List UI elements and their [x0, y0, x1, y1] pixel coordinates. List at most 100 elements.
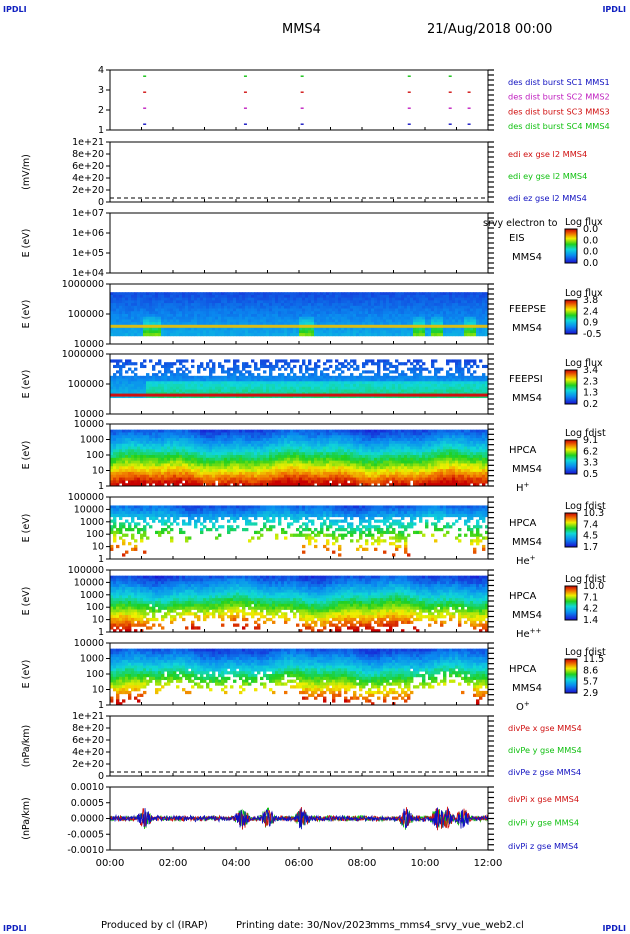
feepse-cell	[353, 327, 357, 331]
feepse-cell	[155, 311, 159, 315]
feepse-cell	[128, 319, 132, 323]
feepse-cell	[182, 303, 186, 307]
hpca_h-cell	[131, 474, 135, 478]
feepsi-cell	[434, 384, 438, 388]
feepse-cell	[281, 327, 285, 331]
hpca_h-cell	[113, 474, 117, 478]
feepsi-cell	[176, 384, 180, 388]
feepse-cell	[248, 327, 252, 331]
feepsi-cell	[377, 386, 381, 390]
feepsi-cell	[362, 381, 366, 385]
hpca_h-cell	[260, 457, 264, 462]
feepsi-cell	[419, 389, 423, 393]
hpca_h-cell	[257, 440, 261, 445]
feepse-cell	[317, 292, 321, 296]
hpca_h-cell	[146, 452, 150, 456]
feepse-cbar-title: Log flux	[565, 288, 603, 299]
hpca_h-cell	[296, 432, 300, 436]
feepsi-cell	[425, 367, 429, 371]
feepse-cell	[188, 311, 192, 315]
hpca_h-cell	[233, 466, 237, 470]
hpca_h-cell	[125, 469, 129, 473]
feepse-cell	[242, 303, 246, 307]
feepsi-cell	[440, 378, 444, 382]
feepsi-cell	[233, 375, 237, 379]
feepse-cell	[170, 303, 174, 307]
hpca_h-cell	[296, 440, 300, 445]
feepse-cell	[155, 314, 159, 318]
feepsi-cell	[305, 378, 309, 382]
feepse-cell	[473, 294, 477, 299]
feepse-cell	[332, 314, 336, 318]
feepse-cell	[467, 314, 471, 318]
feepsi-cell	[476, 364, 480, 369]
feepsi-cell	[350, 359, 354, 363]
feepse-cell	[362, 330, 366, 334]
feepse-cell	[182, 322, 186, 326]
hpca_h-cell	[224, 463, 228, 467]
feepsi-cell	[383, 359, 387, 363]
feepse-cell	[371, 330, 375, 334]
hpca_h-cell	[164, 469, 168, 473]
feepse-cell	[239, 316, 243, 320]
feepse-cell	[236, 327, 240, 331]
feepsi-cell	[290, 386, 294, 390]
feepse-cell	[365, 292, 369, 296]
feepsi-cell	[308, 362, 312, 366]
hpca_h-cell	[287, 469, 291, 473]
feepse-cell	[272, 314, 276, 318]
hpca_h-cell	[209, 471, 213, 476]
feepsi-cell	[383, 364, 387, 369]
feepse-cell	[146, 311, 150, 315]
feepse-cell	[194, 319, 198, 323]
feepsi-cell	[140, 362, 144, 366]
feepse-cell	[197, 314, 201, 318]
feepse-cell	[125, 292, 129, 296]
feepse-cell	[413, 297, 417, 301]
hpca_h-cell	[119, 460, 123, 464]
feepsi-cell	[473, 384, 477, 388]
feepsi-cell	[416, 362, 420, 366]
feepse-cell	[329, 319, 333, 323]
feepsi-cell	[449, 378, 453, 382]
hpca_h-cell	[209, 457, 213, 462]
feepse-cell	[341, 330, 345, 334]
hpca_h-cell	[281, 480, 285, 484]
feepsi-cell	[365, 370, 369, 374]
hpca_h-cell	[266, 471, 270, 476]
feepse-cell	[386, 316, 390, 320]
feepse-cell	[386, 327, 390, 331]
hpca_h-cell	[119, 443, 123, 447]
feepse-cell	[128, 316, 132, 320]
feepse-cell	[257, 300, 261, 304]
feepse-cell	[440, 316, 444, 320]
hpca_h-cell	[281, 438, 285, 442]
feepse-cell	[362, 319, 366, 323]
feepsi-cell	[116, 381, 120, 385]
feepsi-cell	[248, 384, 252, 388]
feepse-cell	[425, 294, 429, 299]
hpca_h-cell	[266, 466, 270, 470]
feepse-cell	[407, 314, 411, 318]
feepse-cell	[116, 322, 120, 326]
feepsi-cell	[143, 389, 147, 393]
feepse-cell	[134, 330, 138, 334]
feepsi-cell	[458, 389, 462, 393]
feepsi-cell	[287, 362, 291, 366]
feepsi-cell	[347, 389, 351, 393]
feepsi-cell	[245, 381, 249, 385]
feepsi-cell	[362, 386, 366, 390]
hpca_h-cell	[185, 477, 189, 481]
feepse-cell	[164, 333, 168, 337]
feepse-cell	[176, 300, 180, 304]
feepsi-cell	[317, 359, 321, 363]
hpca_h-cell	[185, 438, 189, 442]
hpca_h-cell	[260, 440, 264, 445]
feepsi-cell	[122, 384, 126, 388]
hpca_h-cell	[257, 452, 261, 456]
feepsi-cell	[350, 378, 354, 382]
feepse-cell	[137, 330, 141, 334]
feepse-cell	[344, 322, 348, 326]
feepsi-cell	[146, 389, 150, 393]
feepse-cell	[275, 305, 279, 309]
